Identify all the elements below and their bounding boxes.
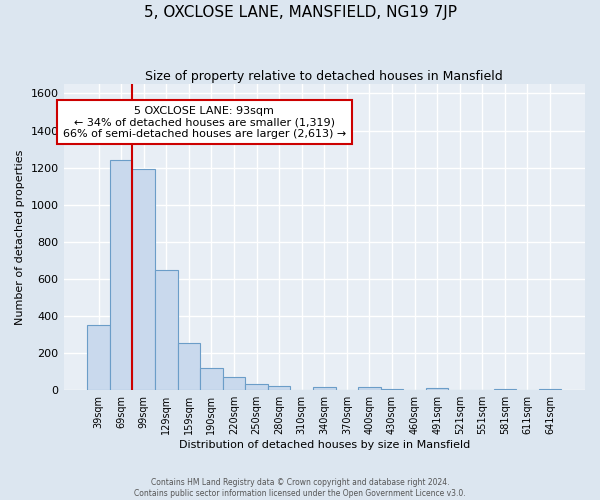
Bar bbox=[426, 388, 448, 390]
Bar bbox=[313, 388, 335, 390]
Bar bbox=[110, 160, 133, 390]
Text: 5 OXCLOSE LANE: 93sqm
← 34% of detached houses are smaller (1,319)
66% of semi-d: 5 OXCLOSE LANE: 93sqm ← 34% of detached … bbox=[63, 106, 346, 139]
Bar bbox=[358, 388, 381, 390]
Bar bbox=[178, 343, 200, 390]
X-axis label: Distribution of detached houses by size in Mansfield: Distribution of detached houses by size … bbox=[179, 440, 470, 450]
Bar bbox=[200, 368, 223, 390]
Bar bbox=[223, 377, 245, 390]
Title: Size of property relative to detached houses in Mansfield: Size of property relative to detached ho… bbox=[145, 70, 503, 83]
Bar bbox=[268, 386, 290, 390]
Bar bbox=[155, 270, 178, 390]
Y-axis label: Number of detached properties: Number of detached properties bbox=[15, 150, 25, 325]
Bar bbox=[245, 384, 268, 390]
Text: Contains HM Land Registry data © Crown copyright and database right 2024.
Contai: Contains HM Land Registry data © Crown c… bbox=[134, 478, 466, 498]
Text: 5, OXCLOSE LANE, MANSFIELD, NG19 7JP: 5, OXCLOSE LANE, MANSFIELD, NG19 7JP bbox=[143, 5, 457, 20]
Bar bbox=[87, 326, 110, 390]
Bar bbox=[133, 170, 155, 390]
